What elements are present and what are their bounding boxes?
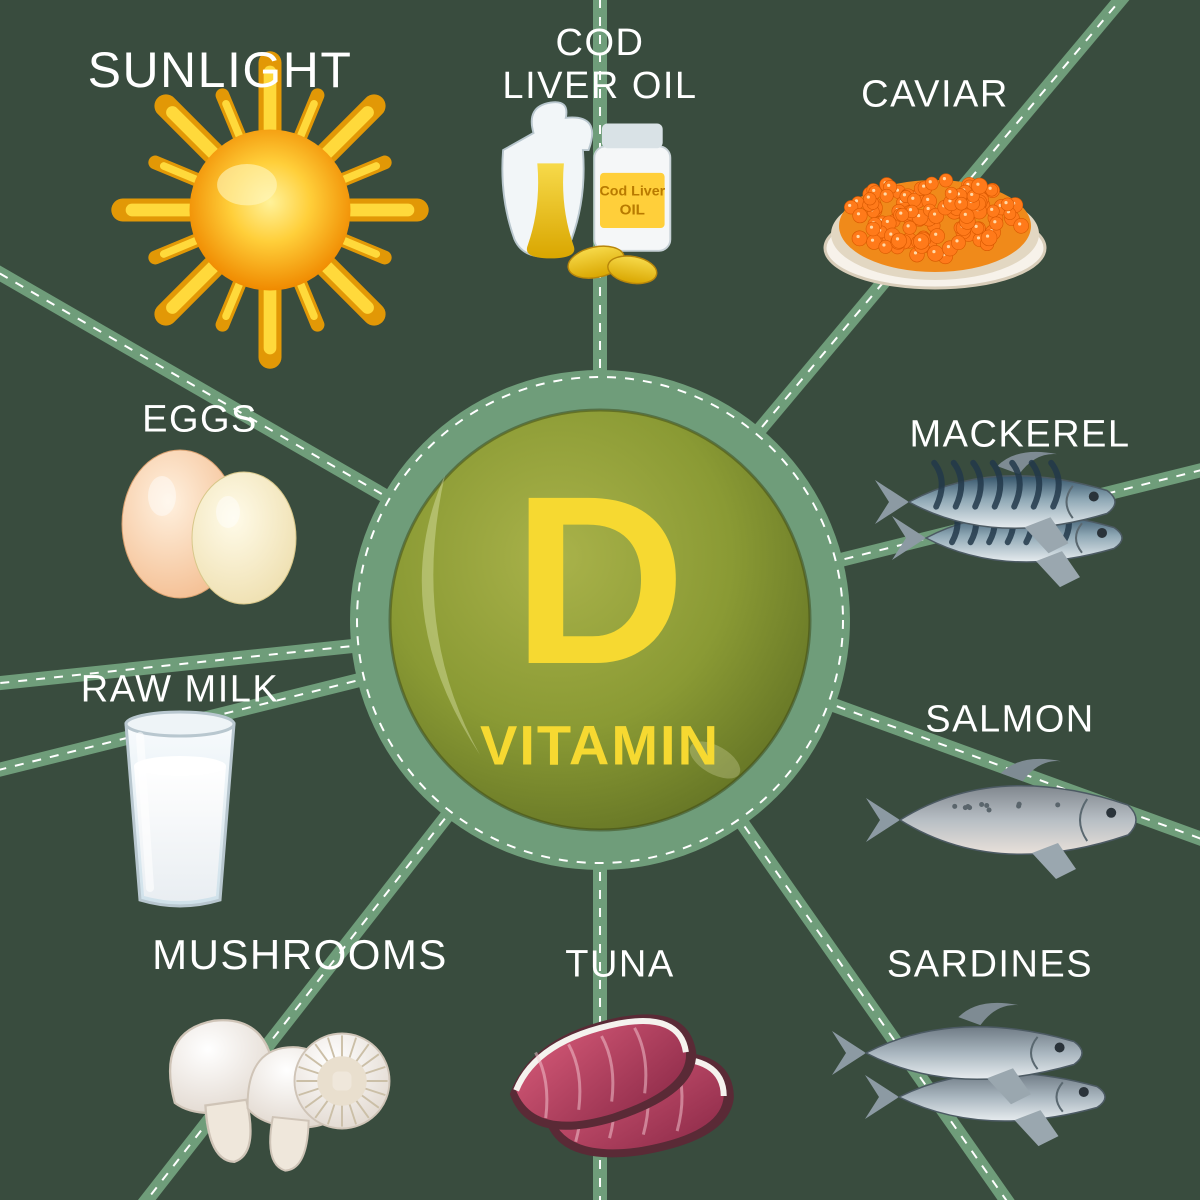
milk-icon [126,712,234,906]
segment-label: CAVIAR [861,74,1009,117]
segment-label: TUNA [565,944,674,987]
segment-label: MUSHROOMS [152,931,448,979]
sun-icon [123,63,417,357]
center-word: VITAMIN [480,713,720,778]
center-letter: D [513,442,688,718]
segment-label: SUNLIGHT [88,41,353,99]
segment-label: COD LIVER OIL [502,22,697,108]
svg-text:Cod Liver: Cod Liver [599,184,665,200]
segment-label: SARDINES [887,944,1093,987]
segment-label: MACKEREL [909,414,1130,457]
segment-label: EGGS [142,399,258,442]
segment-label: SALMON [925,699,1094,742]
segment-label: RAW MILK [81,669,280,712]
svg-text:OIL: OIL [620,202,645,219]
